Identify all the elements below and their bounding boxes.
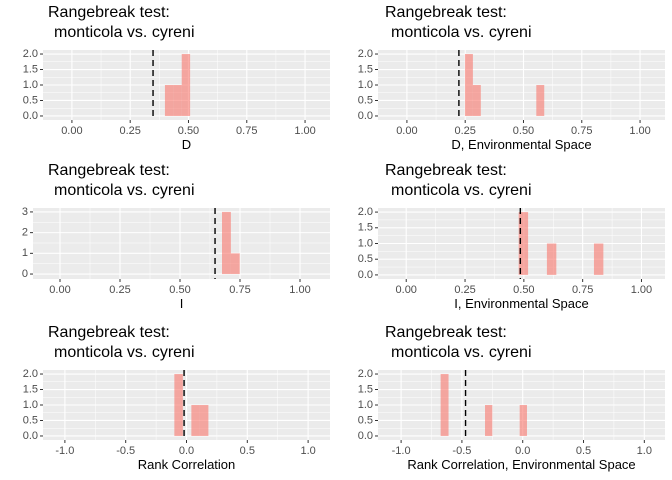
y-tick-label: 1.5: [358, 383, 373, 395]
histogram-bar: [173, 85, 182, 116]
x-tick-label: 0.5: [240, 445, 255, 457]
histogram-bar: [191, 405, 200, 436]
chart-title: Rangebreak test:: [48, 162, 170, 179]
chart-title: monticola vs. cyreni: [391, 24, 532, 41]
histogram-bar: [181, 54, 191, 116]
x-tick-label: 0.25: [119, 125, 140, 137]
histogram-bar: [518, 212, 529, 275]
x-tick-label: 1.00: [294, 125, 315, 137]
x-tick-label: 1.0: [637, 445, 652, 457]
histogram-bar: [230, 253, 240, 275]
y-tick-label: 1.0: [23, 79, 38, 91]
x-tick-label: 0.25: [454, 284, 475, 296]
y-tick-label: 1.5: [358, 222, 373, 234]
x-tick-label: 0.50: [513, 125, 534, 137]
x-tick-label: 0.25: [454, 125, 475, 137]
x-tick-label: 0.00: [396, 284, 417, 296]
y-tick-label: 0.0: [23, 430, 38, 442]
chart-title: monticola vs. cyreni: [391, 344, 532, 361]
x-tick-label: 0.5: [576, 445, 591, 457]
y-tick-label: 1.5: [358, 63, 373, 75]
y-tick-label: 1: [22, 247, 28, 259]
x-tick-label: 0.75: [236, 125, 257, 137]
histogram-bar: [546, 243, 557, 275]
y-tick-label: 2.0: [358, 206, 373, 218]
x-tick-label: 0.75: [571, 125, 592, 137]
chart-title: Rangebreak test:: [48, 4, 170, 21]
x-tick-label: -0.5: [116, 445, 135, 457]
histogram-bar: [199, 405, 209, 436]
chart-title: Rangebreak test:: [385, 4, 507, 21]
histogram-bar: [536, 85, 545, 116]
chart-title: monticola vs. cyreni: [54, 182, 195, 199]
x-axis-label: Rank Correlation: [138, 457, 236, 472]
x-tick-label: 1.00: [629, 125, 650, 137]
x-tick-label: 0.50: [178, 125, 199, 137]
chart-title: monticola vs. cyreni: [54, 24, 195, 41]
y-tick-label: 0.0: [23, 110, 38, 122]
x-axis-label: Rank Correlation, Environmental Space: [407, 457, 635, 472]
chart-title: monticola vs. cyreni: [391, 182, 532, 199]
y-tick-label: 0.5: [358, 414, 373, 426]
x-tick-label: 0.00: [61, 125, 82, 137]
histogram-bar: [164, 85, 174, 116]
y-tick-label: 1.0: [358, 399, 373, 411]
x-tick-label: 0.75: [572, 284, 593, 296]
y-tick-label: 0.5: [23, 94, 38, 106]
y-tick-label: 3: [22, 206, 28, 218]
y-tick-label: 0.0: [358, 269, 373, 281]
x-tick-label: 0.75: [229, 284, 250, 296]
x-tick-label: 0.0: [515, 445, 530, 457]
chart-title: monticola vs. cyreni: [54, 344, 195, 361]
x-tick-label: 0.25: [109, 284, 130, 296]
histogram-bar: [593, 243, 604, 275]
y-tick-label: 2: [22, 227, 28, 239]
y-tick-label: 1.5: [23, 63, 38, 75]
y-tick-label: 1.0: [358, 237, 373, 249]
x-axis-label: I, Environmental Space: [454, 296, 588, 311]
x-axis-label: D, Environmental Space: [451, 137, 591, 152]
histogram-bar: [519, 405, 527, 436]
histogram-bar: [464, 54, 473, 116]
x-tick-label: -1.0: [55, 445, 74, 457]
chart-title: Rangebreak test:: [48, 324, 170, 341]
histogram-bar: [174, 374, 183, 436]
x-tick-label: 1.00: [631, 284, 652, 296]
chart-title: Rangebreak test:: [385, 162, 507, 179]
y-tick-label: 0.0: [358, 110, 373, 122]
panel-background: [33, 208, 330, 279]
y-tick-label: 0.5: [358, 253, 373, 265]
x-tick-label: 0.0: [179, 445, 194, 457]
chart-title: Rangebreak test:: [385, 324, 507, 341]
x-tick-label: 0.50: [513, 284, 534, 296]
y-tick-label: 0.0: [358, 430, 373, 442]
x-axis-label: D: [182, 137, 191, 152]
x-tick-label: 0.00: [396, 125, 417, 137]
y-tick-label: 0.5: [23, 414, 38, 426]
histogram-bar: [472, 85, 481, 116]
x-tick-label: -1.0: [392, 445, 411, 457]
y-tick-label: 1.0: [358, 79, 373, 91]
x-tick-label: -0.5: [452, 445, 471, 457]
y-tick-label: 2.0: [358, 368, 373, 380]
x-tick-label: 1.00: [289, 284, 310, 296]
y-tick-label: 2.0: [358, 48, 373, 60]
histogram-bar: [222, 211, 231, 275]
x-axis-label: I: [180, 296, 184, 311]
x-tick-label: 0.50: [169, 284, 190, 296]
x-tick-label: 1.0: [300, 445, 315, 457]
y-tick-label: 0: [22, 268, 28, 280]
x-tick-label: 0.00: [49, 284, 70, 296]
y-tick-label: 2.0: [23, 48, 38, 60]
y-tick-label: 2.0: [23, 368, 38, 380]
histogram-bar: [440, 374, 449, 436]
y-tick-label: 1.5: [23, 383, 38, 395]
y-tick-label: 1.0: [23, 399, 38, 411]
y-tick-label: 0.5: [358, 94, 373, 106]
histogram-bar: [485, 405, 493, 436]
